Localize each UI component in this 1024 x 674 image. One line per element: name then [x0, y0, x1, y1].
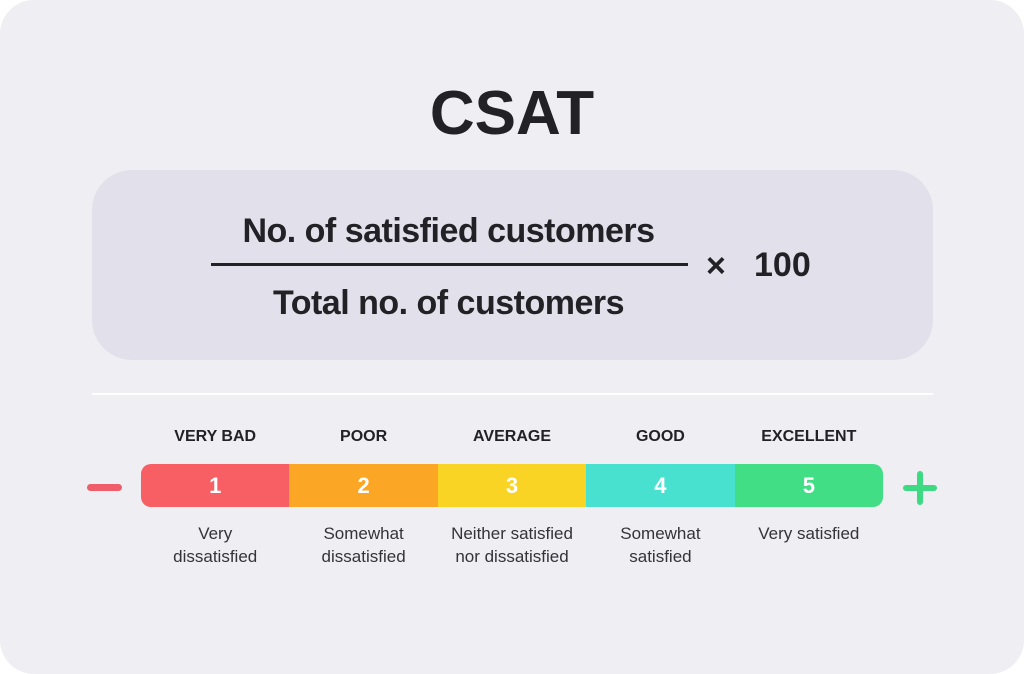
- formula-numerator: No. of satisfied customers: [242, 212, 655, 250]
- scale-label: GOOD: [635, 428, 685, 445]
- rating-segment-2: 2: [289, 464, 438, 507]
- scale-description: Very satisfied: [758, 524, 860, 543]
- rating-segment-3: 3: [437, 464, 587, 507]
- scale-description: Neither satisfied nor dissatisfied: [451, 524, 573, 566]
- fraction-bar: [211, 263, 688, 266]
- rating-segment-4: 4: [586, 464, 735, 507]
- plus-icon: [903, 471, 937, 505]
- scale-labels: VERY BAD POOR AVERAGE GOOD EXCELLENT: [141, 428, 883, 446]
- rating-segment-5: 5: [734, 464, 883, 507]
- formula-multiplier: 100: [754, 246, 811, 284]
- scale-label: POOR: [340, 428, 388, 445]
- scale-description: Somewhat satisfied: [620, 524, 701, 566]
- scale-description: Very dissatisfied: [173, 524, 258, 566]
- scale-label: AVERAGE: [473, 428, 551, 445]
- scale-description: Somewhat dissatisfied: [321, 524, 406, 566]
- scale-label: VERY BAD: [174, 428, 257, 445]
- rating-segment-1: 1: [141, 464, 290, 507]
- formula-denominator: Total no. of customers: [272, 284, 625, 322]
- rating-scale: 1 2 3 4 5: [141, 464, 883, 507]
- minus-icon: [87, 484, 122, 491]
- scale-label: EXCELLENT: [761, 428, 857, 445]
- multiply-icon: ×: [706, 247, 726, 285]
- page-title: CSAT: [429, 79, 595, 148]
- scale-descriptions: Very dissatisfied Somewhat dissatisfied …: [141, 522, 883, 568]
- divider: [92, 393, 933, 395]
